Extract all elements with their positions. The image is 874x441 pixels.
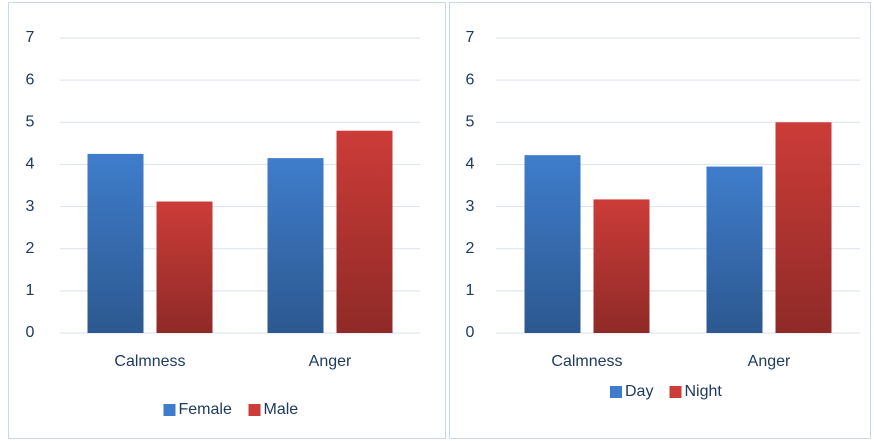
x-tick-label: Calmness (551, 353, 622, 370)
legend-label: Male (264, 401, 299, 418)
y-tick-label: 6 (466, 71, 475, 88)
legend-swatch (610, 386, 622, 398)
y-tick-label: 7 (26, 29, 35, 46)
y-tick-label: 1 (466, 282, 475, 299)
bar (336, 130, 393, 333)
legend-swatch (248, 404, 261, 416)
y-tick-label: 4 (26, 156, 35, 173)
bar (524, 155, 581, 333)
y-tick-label: 1 (26, 282, 35, 299)
bar (156, 201, 213, 333)
y-tick-label: 2 (466, 240, 475, 257)
bar (775, 122, 832, 334)
y-tick-label: 5 (466, 114, 475, 131)
legend-label: Night (685, 383, 723, 400)
y-tick-label: 2 (26, 240, 35, 257)
y-tick-label: 6 (26, 71, 35, 88)
y-tick-label: 7 (466, 29, 475, 46)
y-tick-label: 3 (466, 198, 475, 215)
y-tick-label: 0 (26, 324, 35, 341)
y-tick-label: 3 (26, 198, 35, 215)
x-tick-label: Anger (309, 353, 352, 370)
y-tick-label: 4 (466, 156, 475, 173)
y-tick-label: 0 (466, 324, 475, 341)
x-tick-label: Anger (748, 353, 791, 370)
bar (87, 153, 144, 333)
bar (267, 158, 324, 333)
y-tick-label: 5 (26, 114, 35, 131)
legend-label: Day (625, 383, 653, 400)
legend-swatch (669, 386, 682, 398)
legend-swatch (163, 404, 176, 416)
x-tick-label: Calmness (114, 353, 185, 370)
bar (706, 166, 763, 333)
legend-label: Female (179, 401, 232, 418)
bar (593, 199, 650, 333)
